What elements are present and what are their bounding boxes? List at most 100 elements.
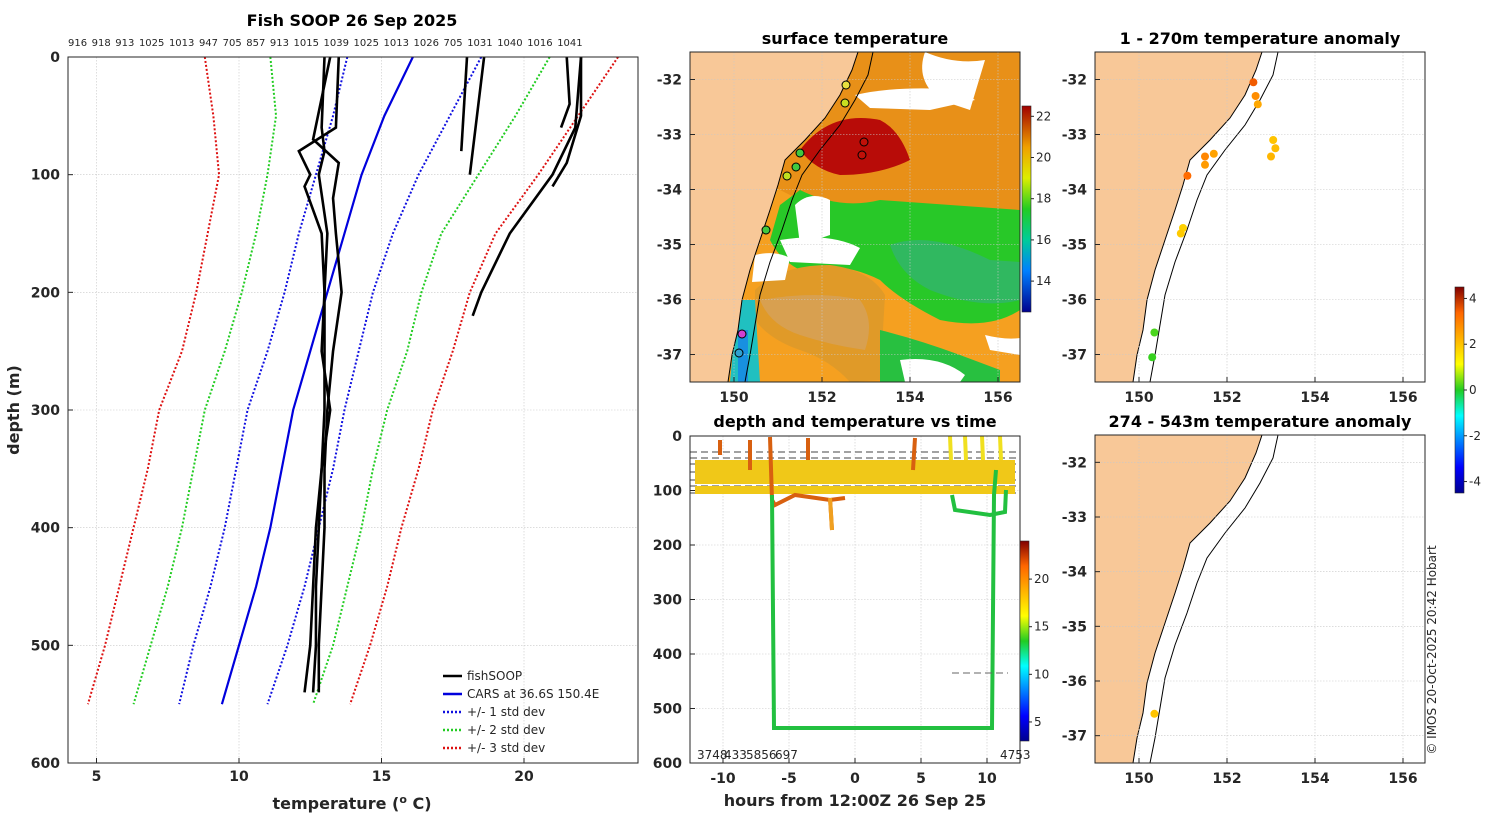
time-x-tick: 0 — [850, 771, 860, 787]
profile-series-line — [220, 57, 414, 705]
sst-x-tick: 150 — [719, 390, 748, 406]
time-bottom-label: 4753 — [1000, 748, 1031, 762]
profile-x-tick: 10 — [229, 769, 249, 785]
profile-panel: Fish SOOP 26 Sep 2025 916 918 913 1025 1013 9… — [4, 11, 639, 813]
profile-series-line — [312, 57, 551, 705]
anom1-y-tick: -34 — [1062, 183, 1088, 199]
profile-fishsoop-line — [311, 57, 343, 693]
anomaly-colorbar-group: 4 2 0 -2 -4 — [1454, 286, 1481, 494]
anom1-y-tick: -35 — [1062, 238, 1087, 254]
time-bottom-label: 5856 — [746, 748, 777, 762]
profile-series-line — [178, 57, 349, 705]
sst-station-marker — [840, 98, 850, 108]
anom1-x-tick: 156 — [1388, 390, 1417, 406]
profile-top-label: 705 — [223, 38, 242, 49]
profile-top-label: 1015 — [294, 38, 319, 49]
profile-top-label: 1025 — [139, 38, 164, 49]
sst-station-marker — [782, 171, 792, 181]
anom1-points — [1148, 78, 1280, 362]
sst-map — [690, 52, 1020, 382]
profile-fishsoop-line — [460, 57, 469, 152]
profile-y-tick: 0 — [50, 50, 60, 66]
time-panel: depth and temperature vs time -10 -5 0 5 100… — [653, 412, 1050, 810]
profile-x-tick: 15 — [372, 769, 391, 785]
profile-y-tick: 200 — [31, 285, 60, 301]
profile-legend: fishSOOP CARS at 36.6S 150.4E +/- 1 std de… — [443, 669, 599, 755]
sst-colorbar-ticks: 14 16 18 20 22 — [1031, 109, 1051, 288]
sst-y-tick: -35 — [657, 238, 682, 254]
anom2-y-tick: -33 — [1062, 510, 1087, 526]
time-y-tick: 0 — [672, 429, 682, 445]
profile-grid — [68, 56, 638, 764]
anom2-y-tick: -35 — [1062, 619, 1087, 635]
anom2-y-tick: -36 — [1062, 674, 1087, 690]
anom1-point — [1209, 149, 1218, 158]
sst-y-tick: -32 — [657, 73, 682, 89]
anomaly-colorbar-tick: -2 — [1469, 429, 1481, 443]
sst-y-tick: -34 — [657, 183, 683, 199]
profile-top-label: 1031 — [467, 38, 492, 49]
time-colorbar — [1019, 540, 1030, 742]
anom1-point — [1201, 152, 1209, 161]
anom1-point — [1148, 353, 1157, 362]
anom1-point — [1249, 78, 1258, 87]
anom2-y-tick: -34 — [1062, 565, 1088, 581]
profile-top-label: 1041 — [557, 38, 582, 49]
anom1-point — [1201, 160, 1209, 169]
anom1-point — [1253, 100, 1262, 109]
time-y-tick: 500 — [653, 702, 682, 718]
anomaly-colorbar-tick: 4 — [1469, 291, 1477, 305]
profile-top-label: 1026 — [414, 38, 439, 49]
profile-top-label: 1013 — [169, 38, 194, 49]
profile-fishsoop-lines — [297, 57, 583, 693]
profile-title: Fish SOOP 26 Sep 2025 — [247, 11, 458, 30]
anomaly-colorbar — [1454, 286, 1465, 494]
profile-top-label: 913 — [115, 38, 134, 49]
profile-top-label: 705 — [444, 38, 463, 49]
time-y-tick: 300 — [653, 593, 682, 609]
anom1-x-tick: 150 — [1124, 390, 1153, 406]
time-colorbar-tick: 20 — [1034, 572, 1049, 586]
time-xlabel: hours from 12:00Z 26 Sep 25 — [724, 791, 986, 810]
profile-std-lines — [86, 57, 619, 705]
sst-panel: surface temperature — [657, 29, 1052, 406]
time-colorbar-tick: 10 — [1034, 667, 1049, 681]
sst-station-marker — [791, 162, 801, 172]
anom1-grid — [1095, 52, 1425, 382]
profile-x-tick: 5 — [92, 769, 102, 785]
legend-label: +/- 2 std dev — [467, 723, 545, 737]
legend-label: fishSOOP — [467, 669, 522, 683]
time-bottom-label: 3748 — [697, 748, 728, 762]
time-bottom-label: 697 — [775, 748, 798, 762]
sst-colorbar-tick: 22 — [1036, 109, 1051, 123]
sst-station-marker — [761, 225, 771, 235]
profile-series-line — [86, 57, 221, 705]
anom1-axes-box — [1094, 51, 1426, 383]
legend-label: CARS at 36.6S 150.4E — [467, 687, 599, 701]
profile-y-tick: 600 — [31, 756, 60, 772]
anom1-point — [1183, 171, 1192, 180]
sst-station-marker — [737, 329, 747, 339]
sst-station-marker — [841, 80, 851, 90]
profile-xlabel: temperature (o C) — [272, 793, 431, 813]
anom2-grid — [1095, 435, 1425, 763]
sst-axes-box — [689, 51, 1021, 383]
anom1-point — [1267, 152, 1275, 161]
sst-ticks: 150 152 154 156 -32 -33 -34 -35 -36 -37 — [657, 73, 1013, 407]
time-y-tick: 200 — [653, 538, 682, 554]
anom1-point — [1150, 328, 1159, 337]
time-x-tick: -10 — [710, 771, 736, 787]
anomaly-colorbar-tick: 2 — [1469, 337, 1477, 351]
sst-colorbar-tick: 14 — [1036, 274, 1051, 288]
sst-y-tick: -37 — [657, 348, 682, 364]
time-grid — [690, 435, 1020, 764]
time-colorbar-ticks: 5 10 15 20 — [1029, 572, 1049, 729]
sst-stations — [734, 80, 869, 358]
anom2-x-tick: 154 — [1300, 771, 1329, 787]
profile-series-line — [349, 57, 619, 705]
profile-y-tick: 100 — [31, 168, 60, 184]
anom2-land — [1095, 435, 1262, 763]
anom1-y-tick: -33 — [1062, 128, 1087, 144]
anom2-y-tick: -32 — [1062, 455, 1087, 471]
